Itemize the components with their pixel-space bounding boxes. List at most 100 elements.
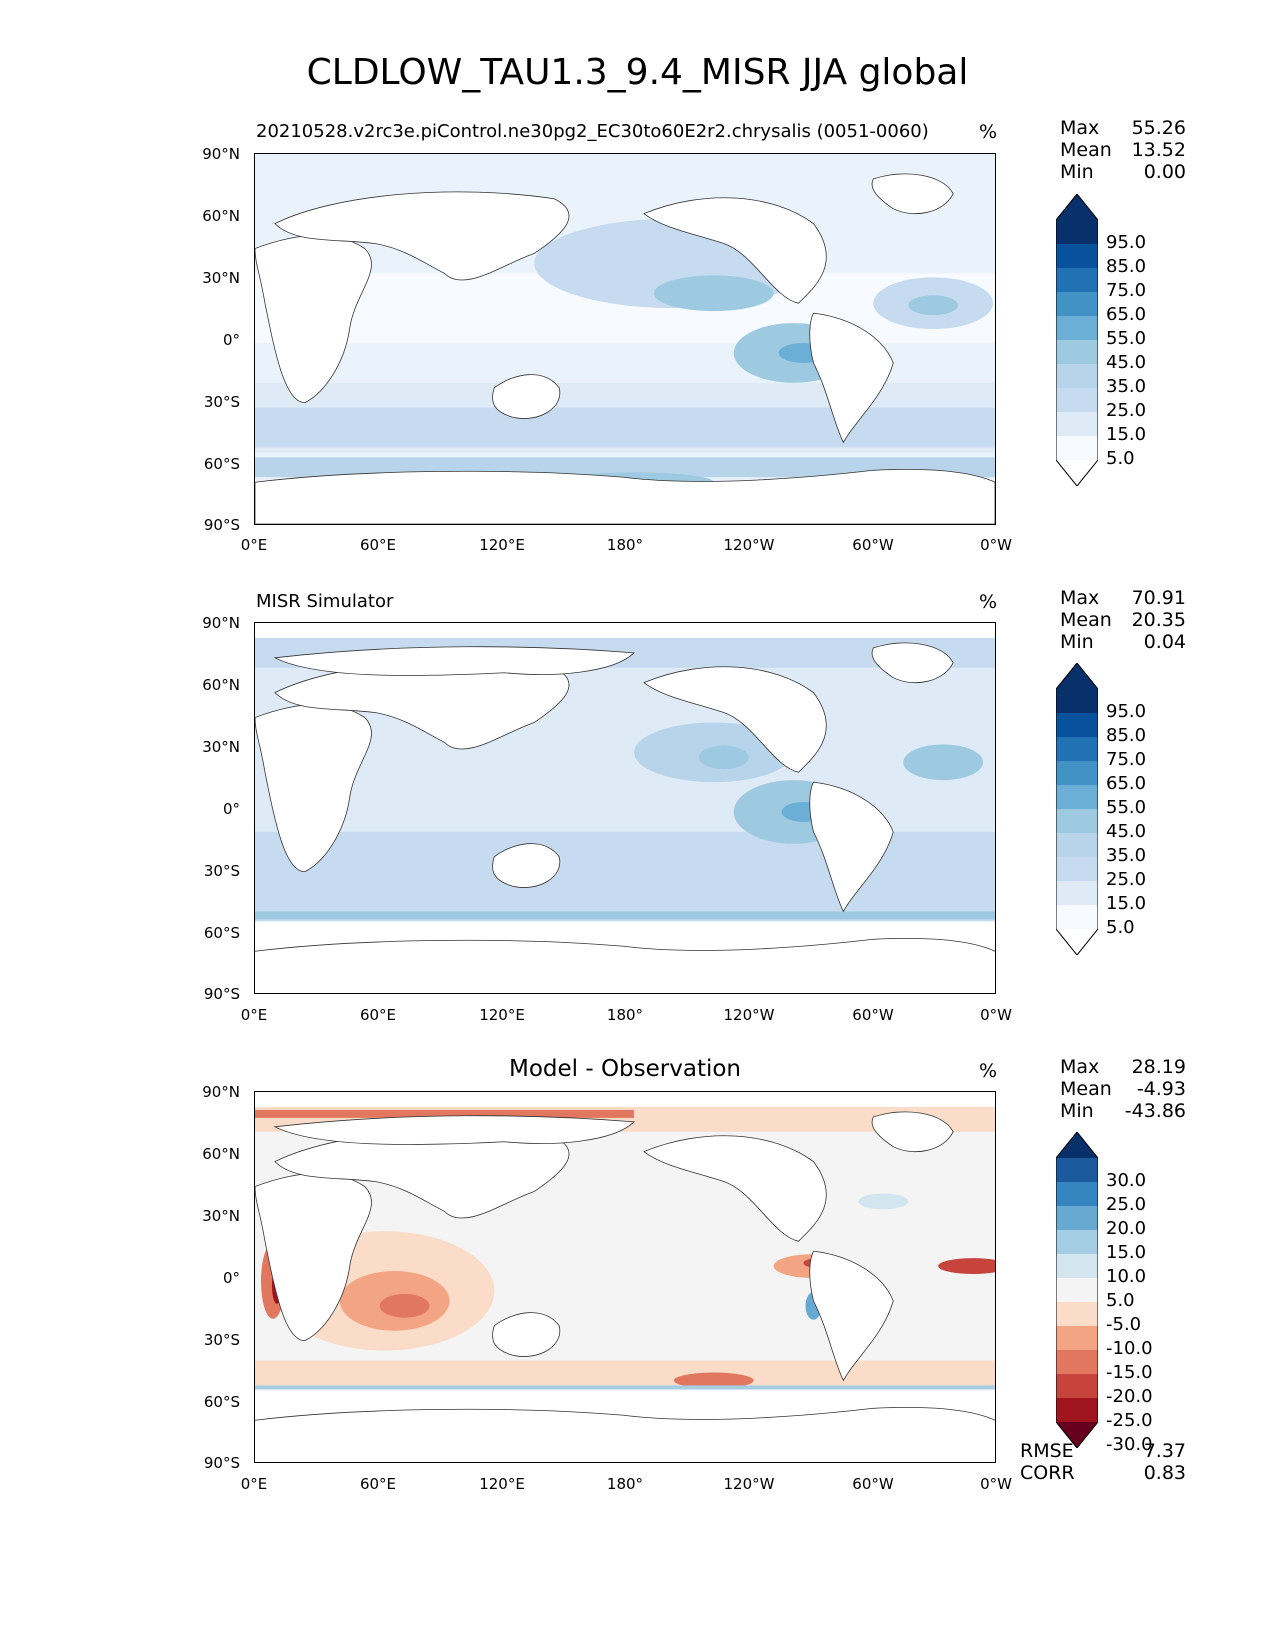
colorbar-tick-label: 95.0	[1106, 701, 1147, 722]
colorbar-segment	[1056, 905, 1098, 930]
colorbar-tick-label: 65.0	[1106, 304, 1147, 325]
stats-box: Max 28.19 Mean -4.93 Min -43.86	[1060, 1056, 1186, 1122]
panel-title-left: MISR Simulator	[256, 591, 394, 612]
colorbar-tick-label: 5.0	[1106, 448, 1135, 469]
stat-label: Min	[1060, 161, 1094, 183]
colorbar-tick-label: -5.0	[1106, 1314, 1142, 1335]
stat-value: -4.93	[1136, 1078, 1186, 1100]
x-tick-label: 120°W	[723, 1475, 775, 1493]
y-tick-label: 60°N	[202, 676, 240, 694]
units-label: %	[979, 591, 998, 613]
colorbar-extend-bottom	[1056, 460, 1098, 486]
colorbar-tick-label: 35.0	[1106, 845, 1147, 866]
panel-title-left: 20210528.v2rc3e.piControl.ne30pg2_EC30to…	[256, 121, 929, 142]
colorbar-segment	[1056, 785, 1098, 810]
y-tick-label: 30°S	[203, 393, 240, 411]
colorbar-tick-label: 55.0	[1106, 797, 1147, 818]
colorbar-tick-label: 15.0	[1106, 893, 1147, 914]
y-tick-label: 90°S	[203, 1454, 240, 1472]
stat-value: 55.26	[1131, 117, 1186, 139]
stat-value: 0.00	[1143, 161, 1186, 183]
colorbar-tick-label: 15.0	[1106, 1242, 1147, 1263]
colorbar-tick-label: 75.0	[1106, 749, 1147, 770]
map-plot	[254, 153, 996, 525]
stat-label: Max	[1060, 117, 1100, 139]
colorbar-tick-label: 95.0	[1106, 232, 1147, 253]
colorbar-tick-label: 65.0	[1106, 773, 1147, 794]
x-tick-label: 60°E	[359, 1006, 397, 1024]
colorbar-tick-label: 75.0	[1106, 280, 1147, 301]
colorbar-tick-label: 85.0	[1106, 256, 1147, 277]
colorbar-tick-label: 45.0	[1106, 352, 1147, 373]
x-tick-label: 0°W	[980, 536, 1012, 554]
metric-label: RMSE	[1020, 1440, 1074, 1462]
y-tick-label: 60°S	[203, 924, 240, 942]
stats-box: Max 55.26 Mean 13.52 Min 0.00	[1060, 117, 1186, 183]
panel-title-center: Model - Observation	[508, 1056, 742, 1082]
metric-value: 7.37	[1143, 1440, 1186, 1462]
colorbar-tick-label: -20.0	[1106, 1386, 1153, 1407]
colorbar-segment	[1056, 737, 1098, 762]
x-tick-label: 180°	[606, 1475, 644, 1493]
x-tick-label: 120°E	[479, 536, 525, 554]
colorbar-extend-top	[1056, 194, 1098, 220]
stat-value: 28.19	[1131, 1056, 1186, 1078]
colorbar-tick-label: 10.0	[1106, 1266, 1147, 1287]
y-tick-label: 60°N	[202, 1145, 240, 1163]
y-tick-label: 90°S	[203, 985, 240, 1003]
stat-value: 0.04	[1143, 631, 1186, 653]
stats-box: Max 70.91 Mean 20.35 Min 0.04	[1060, 587, 1186, 653]
y-tick-label: 30°S	[203, 862, 240, 880]
colorbar-tick-label: 45.0	[1106, 821, 1147, 842]
y-tick-label: 30°N	[202, 738, 240, 756]
colorbar-segment	[1056, 857, 1098, 882]
colorbar-segment	[1056, 388, 1098, 413]
x-tick-label: 120°E	[479, 1475, 525, 1493]
colorbar-segment	[1056, 1206, 1098, 1231]
stat-label: Max	[1060, 587, 1100, 609]
y-tick-label: 0°	[222, 800, 240, 818]
x-tick-label: 120°W	[723, 536, 775, 554]
colorbar	[1056, 663, 1098, 955]
colorbar	[1056, 1132, 1098, 1448]
x-tick-label: 60°W	[852, 1475, 894, 1493]
colorbar-segment	[1056, 316, 1098, 341]
colorbar-tick-label: -15.0	[1106, 1362, 1153, 1383]
colorbar-segment	[1056, 713, 1098, 738]
metric-label: CORR	[1020, 1462, 1075, 1484]
colorbar-tick-label: 85.0	[1106, 725, 1147, 746]
colorbar-segment	[1056, 1302, 1098, 1327]
colorbar-segment	[1056, 1398, 1098, 1423]
x-tick-label: 60°E	[359, 536, 397, 554]
colorbar-segment	[1056, 292, 1098, 317]
colorbar-tick-label: 25.0	[1106, 400, 1147, 421]
metrics-box: RMSE 7.37 CORR 0.83	[1020, 1440, 1186, 1484]
colorbar-extend-bottom	[1056, 929, 1098, 955]
x-tick-label: 0°E	[240, 1006, 268, 1024]
colorbar-segment	[1056, 244, 1098, 269]
colorbar-segment	[1056, 881, 1098, 906]
colorbar-segment	[1056, 1326, 1098, 1351]
y-tick-label: 90°N	[202, 1083, 240, 1101]
y-tick-label: 0°	[222, 331, 240, 349]
colorbar-extend-top	[1056, 1132, 1098, 1158]
colorbar-tick-label: 30.0	[1106, 1170, 1147, 1191]
stat-value: 13.52	[1131, 139, 1186, 161]
map-plot	[254, 622, 996, 994]
x-tick-label: 180°	[606, 1006, 644, 1024]
y-tick-label: 90°S	[203, 516, 240, 534]
x-tick-label: 60°W	[852, 536, 894, 554]
colorbar-tick-label: -30.0	[1106, 1434, 1153, 1455]
units-label: %	[979, 1060, 998, 1082]
colorbar-extend-top	[1056, 663, 1098, 689]
x-tick-label: 0°E	[240, 536, 268, 554]
colorbar-segment	[1056, 761, 1098, 786]
stat-label: Min	[1060, 1100, 1094, 1122]
units-label: %	[979, 121, 998, 143]
colorbar	[1056, 194, 1098, 486]
y-tick-label: 60°S	[203, 455, 240, 473]
stat-value: 20.35	[1131, 609, 1186, 631]
y-tick-label: 30°N	[202, 1207, 240, 1225]
colorbar-tick-label: 5.0	[1106, 917, 1135, 938]
x-tick-label: 120°E	[479, 1006, 525, 1024]
